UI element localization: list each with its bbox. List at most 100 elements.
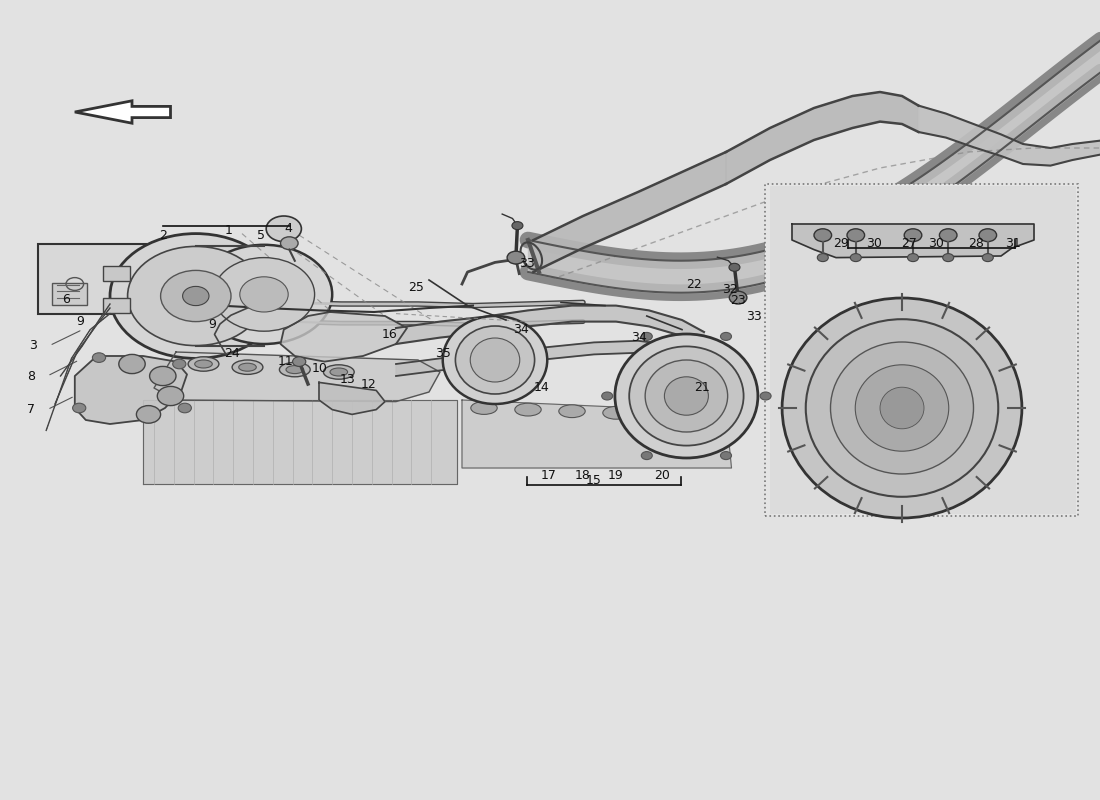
Ellipse shape (782, 298, 1022, 518)
Text: 21: 21 (694, 381, 710, 394)
FancyBboxPatch shape (103, 266, 130, 281)
Text: 2: 2 (158, 229, 167, 242)
Circle shape (293, 357, 306, 366)
Circle shape (982, 254, 993, 262)
Ellipse shape (603, 406, 629, 419)
Polygon shape (196, 246, 264, 346)
Ellipse shape (455, 326, 535, 394)
Circle shape (641, 451, 652, 459)
Text: 16: 16 (382, 328, 397, 341)
Polygon shape (918, 106, 1100, 166)
Text: 9: 9 (76, 315, 85, 328)
Circle shape (136, 406, 161, 423)
Text: 5: 5 (256, 229, 265, 242)
Text: 1: 1 (224, 224, 233, 237)
Circle shape (173, 359, 186, 369)
Circle shape (183, 286, 209, 306)
Circle shape (512, 222, 522, 230)
Circle shape (729, 291, 747, 304)
FancyBboxPatch shape (764, 184, 1078, 516)
Text: 31: 31 (1005, 237, 1021, 250)
Text: 3: 3 (29, 339, 37, 352)
Ellipse shape (830, 342, 974, 474)
Ellipse shape (471, 338, 519, 382)
Ellipse shape (615, 334, 758, 458)
Circle shape (729, 263, 740, 271)
Ellipse shape (442, 316, 548, 404)
Ellipse shape (856, 365, 948, 451)
Text: 18: 18 (575, 469, 591, 482)
Circle shape (817, 254, 828, 262)
Ellipse shape (195, 360, 212, 368)
Polygon shape (75, 356, 187, 424)
Ellipse shape (559, 405, 585, 418)
Ellipse shape (188, 357, 219, 371)
Ellipse shape (471, 402, 497, 414)
Text: 8: 8 (26, 370, 35, 382)
Circle shape (280, 237, 298, 250)
Circle shape (720, 333, 732, 341)
Circle shape (213, 258, 315, 331)
Text: 32: 32 (723, 283, 738, 296)
Polygon shape (534, 152, 726, 272)
Circle shape (161, 270, 231, 322)
Circle shape (240, 277, 288, 312)
Text: 13: 13 (340, 373, 355, 386)
Polygon shape (319, 382, 385, 414)
Circle shape (814, 229, 832, 242)
Ellipse shape (629, 346, 744, 446)
Text: 30: 30 (867, 237, 882, 250)
Ellipse shape (286, 366, 304, 374)
Polygon shape (143, 400, 456, 484)
Text: 30: 30 (928, 237, 944, 250)
Text: 10: 10 (312, 362, 328, 374)
Circle shape (157, 386, 184, 406)
Ellipse shape (323, 365, 354, 379)
Polygon shape (154, 352, 440, 402)
Text: 19: 19 (608, 469, 624, 482)
Text: 15: 15 (586, 474, 602, 487)
Circle shape (507, 251, 525, 264)
Circle shape (128, 246, 264, 346)
FancyBboxPatch shape (52, 283, 87, 305)
Text: 6: 6 (62, 293, 70, 306)
Ellipse shape (515, 403, 541, 416)
Ellipse shape (805, 319, 999, 497)
FancyBboxPatch shape (770, 186, 1076, 514)
Text: 29: 29 (834, 237, 849, 250)
Polygon shape (792, 224, 1034, 258)
Text: 33: 33 (746, 310, 761, 323)
Circle shape (73, 403, 86, 413)
Text: 23: 23 (730, 294, 746, 306)
Ellipse shape (647, 408, 673, 421)
Circle shape (850, 254, 861, 262)
Circle shape (196, 245, 332, 344)
Circle shape (847, 229, 865, 242)
Circle shape (943, 254, 954, 262)
Ellipse shape (691, 410, 717, 422)
Text: 22: 22 (686, 278, 702, 290)
Text: 34: 34 (514, 323, 529, 336)
Circle shape (92, 353, 106, 362)
Ellipse shape (232, 360, 263, 374)
Ellipse shape (239, 363, 256, 371)
Text: 25: 25 (408, 281, 424, 294)
Circle shape (939, 229, 957, 242)
Text: 27: 27 (901, 237, 916, 250)
Polygon shape (280, 312, 407, 362)
Text: 7: 7 (26, 403, 35, 416)
Ellipse shape (645, 360, 728, 432)
Ellipse shape (880, 387, 924, 429)
Text: 11: 11 (278, 355, 294, 368)
Polygon shape (396, 341, 710, 376)
Polygon shape (462, 400, 732, 468)
Circle shape (760, 392, 771, 400)
Polygon shape (75, 101, 170, 123)
Ellipse shape (330, 368, 348, 376)
Text: 9: 9 (208, 318, 217, 331)
Circle shape (178, 403, 191, 413)
Text: 33: 33 (519, 257, 535, 270)
Circle shape (641, 333, 652, 341)
Circle shape (602, 392, 613, 400)
Circle shape (908, 254, 918, 262)
